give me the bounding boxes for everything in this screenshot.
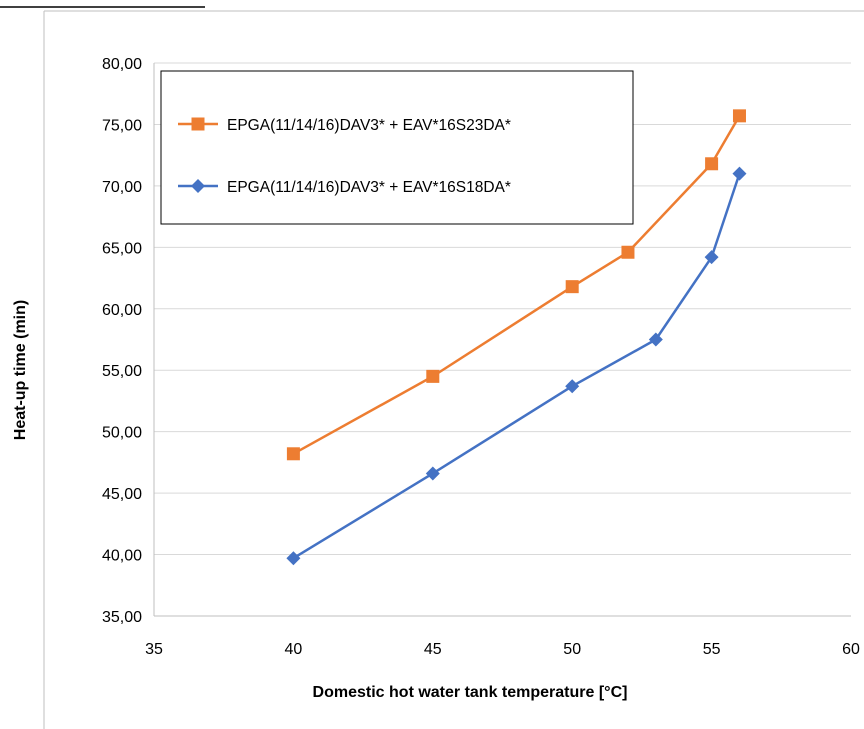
data-point-diamond <box>565 379 580 394</box>
x-tick-label: 50 <box>563 641 581 658</box>
y-tick-label: 80,00 <box>102 56 142 73</box>
axes <box>153 63 851 617</box>
y-tick-label: 70,00 <box>102 179 142 196</box>
legend-label-orange: EPGA(11/14/16)DAV3* + EAV*16S23DA* <box>227 117 511 134</box>
x-axis-title: Domestic hot water tank temperature [°C] <box>313 684 628 701</box>
y-axis-title: Heat-up time (min) <box>12 300 29 440</box>
series-0 <box>286 109 746 461</box>
y-tick-label: 60,00 <box>102 302 142 319</box>
y-tick-label: 50,00 <box>102 425 142 442</box>
x-tick-label: 35 <box>145 641 163 658</box>
legend-label-blue: EPGA(11/14/16)DAV3* + EAV*16S18DA* <box>227 179 511 196</box>
x-tick-label: 40 <box>285 641 303 658</box>
y-tick-labels: 35,00 40,00 45,00 50,00 55,00 60,00 65,00 70,00… <box>102 56 142 626</box>
y-tick-label: 75,00 <box>102 117 142 134</box>
data-point-square <box>565 280 579 294</box>
data-point-square <box>732 109 746 123</box>
y-tick-label: 55,00 <box>102 363 142 380</box>
data-point-diamond <box>704 250 719 265</box>
data-point-diamond <box>732 166 747 181</box>
legend: EPGA(11/14/16)DAV3* + EAV*16S23DA* EPGA(… <box>160 70 634 225</box>
data-point-square <box>705 157 719 171</box>
x-tick-label: 55 <box>703 641 721 658</box>
data-point-diamond <box>286 551 301 566</box>
data-point-square <box>286 447 300 461</box>
x-tick-label: 45 <box>424 641 442 658</box>
series-line <box>292 115 741 455</box>
data-point-square <box>621 245 635 259</box>
legend-entry-blue: EPGA(11/14/16)DAV3* + EAV*16S18DA* <box>178 179 511 196</box>
legend-marker-orange <box>191 117 205 131</box>
y-tick-label: 35,00 <box>102 609 142 626</box>
legend-marker-blue <box>191 179 205 193</box>
data-point-diamond <box>648 332 663 347</box>
series-1 <box>286 166 747 566</box>
x-tick-labels: 35 40 45 50 55 60 <box>145 641 860 658</box>
legend-box <box>160 70 634 225</box>
series-layer <box>286 109 747 566</box>
y-tick-label: 65,00 <box>102 240 142 257</box>
legend-entry-orange: EPGA(11/14/16)DAV3* + EAV*16S23DA* <box>178 117 511 134</box>
series-line <box>292 173 741 560</box>
y-tick-label: 45,00 <box>102 486 142 503</box>
x-tick-label: 60 <box>842 641 860 658</box>
data-point-square <box>426 369 440 383</box>
y-tick-label: 40,00 <box>102 548 142 565</box>
data-point-diamond <box>425 466 440 481</box>
